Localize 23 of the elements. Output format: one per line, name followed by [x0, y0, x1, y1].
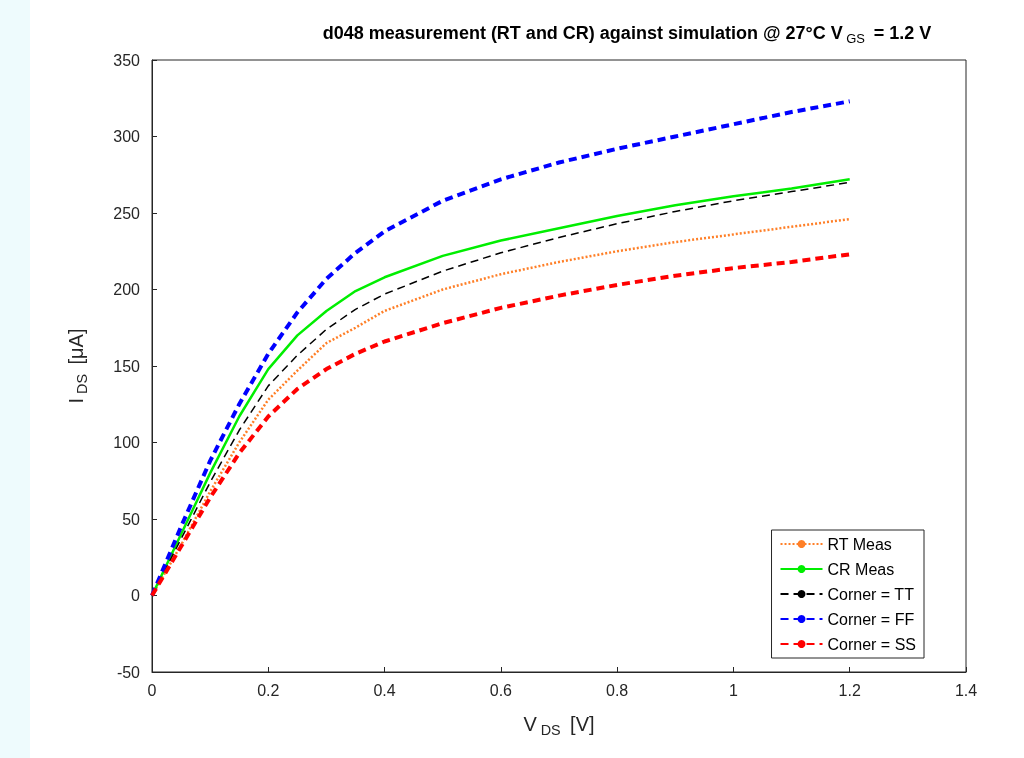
x-tick-label: 0.2: [257, 681, 280, 699]
x-tick-label: 0.8: [606, 681, 629, 699]
legend-label: RT Meas: [827, 535, 892, 553]
x-tick-label: 1: [728, 681, 738, 699]
y-tick-label: 350: [113, 51, 141, 69]
y-tick-label: 100: [113, 434, 141, 451]
y-tick-label: 150: [113, 357, 141, 375]
y-tick-label: 50: [122, 510, 141, 528]
y-tick-label: 300: [113, 128, 141, 145]
y-tick-label: 250: [113, 204, 141, 222]
y-tick-label: 200: [113, 281, 141, 298]
y-axis-title: IDS [μA]: [65, 328, 90, 404]
x-tick-label: 0: [147, 681, 157, 699]
legend-label: Corner = TT: [827, 585, 915, 603]
legend-label: Corner = FF: [827, 610, 915, 628]
x-tick-label: 1.2: [838, 681, 861, 699]
legend-label: CR Meas: [827, 560, 895, 578]
x-tick-label: 0.6: [489, 681, 513, 699]
x-tick-label: 1.4: [954, 681, 978, 699]
legend-label: Corner = SS: [827, 635, 916, 653]
y-tick-label: 0: [131, 587, 141, 604]
y-tick-label: -50: [116, 663, 141, 681]
x-tick-label: 0.4: [373, 681, 396, 699]
